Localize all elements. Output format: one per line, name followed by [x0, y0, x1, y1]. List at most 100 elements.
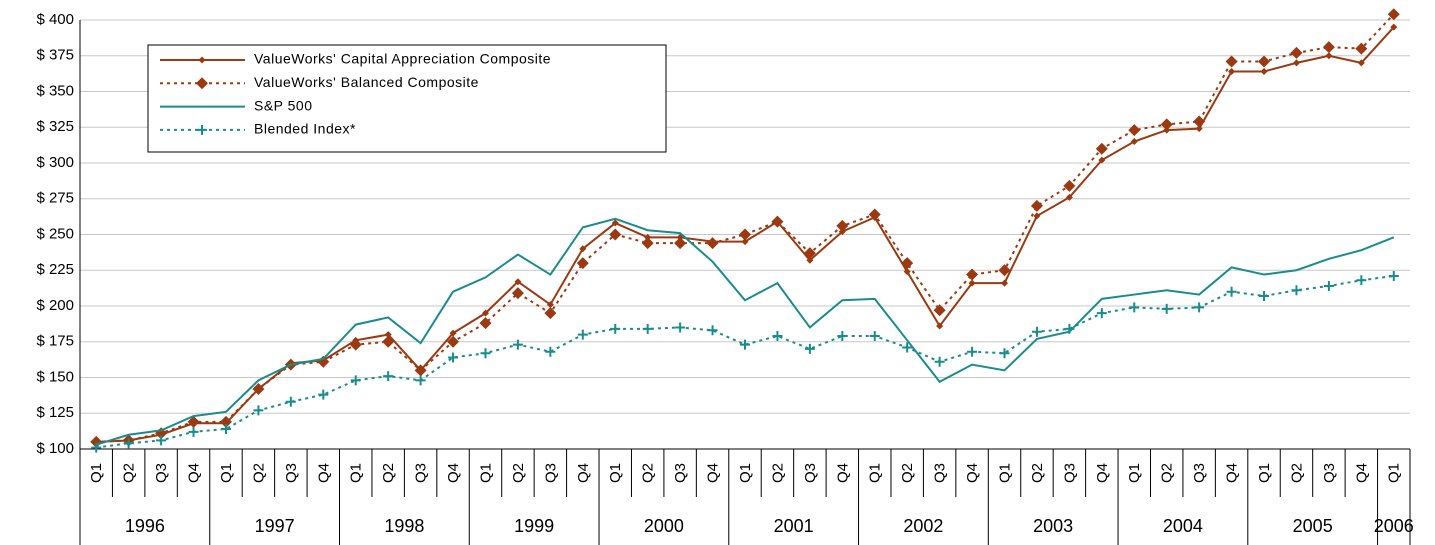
y-tick-label: $ 175	[36, 333, 74, 350]
point	[740, 339, 750, 350]
point	[1226, 286, 1237, 297]
point	[481, 309, 489, 317]
x-tick-label: Q2	[250, 463, 267, 483]
point	[546, 301, 554, 309]
point	[836, 219, 849, 232]
point	[384, 331, 392, 339]
point	[772, 331, 783, 342]
point	[545, 346, 556, 357]
x-tick-label: Q2	[510, 463, 527, 483]
point	[1098, 156, 1106, 164]
x-tick-label: Q4	[445, 463, 462, 483]
y-tick-label: $ 350	[36, 82, 74, 99]
y-tick-label: $ 200	[36, 297, 74, 314]
point	[479, 317, 492, 330]
point	[579, 245, 587, 253]
point	[966, 268, 979, 281]
year-label: 2005	[1293, 516, 1333, 536]
y-tick-label: $ 100	[36, 440, 74, 457]
point	[1096, 308, 1107, 319]
point	[967, 346, 978, 357]
point	[803, 247, 816, 260]
y-tick-label: $ 300	[36, 154, 74, 171]
point	[544, 307, 557, 320]
point	[512, 339, 523, 350]
point	[611, 219, 619, 227]
x-tick-label: Q1	[996, 463, 1013, 483]
point	[934, 356, 945, 367]
point	[220, 423, 231, 434]
point	[1095, 142, 1108, 155]
x-tick-label: Q4	[705, 463, 722, 483]
point	[382, 335, 395, 348]
point	[609, 228, 622, 241]
x-tick-label: Q1	[218, 463, 235, 483]
point	[968, 279, 976, 287]
point	[383, 371, 394, 382]
point	[1225, 55, 1238, 68]
point	[1357, 59, 1365, 67]
y-tick-label: $ 125	[36, 404, 74, 421]
point	[1228, 67, 1236, 75]
year-label: 1999	[514, 516, 554, 536]
point	[1322, 41, 1335, 54]
x-tick-label: Q1	[1126, 463, 1143, 483]
point	[1292, 59, 1300, 67]
point	[741, 238, 749, 246]
point	[1258, 55, 1271, 68]
x-tick-label: Q1	[1386, 463, 1403, 483]
point	[480, 348, 491, 359]
point	[318, 389, 329, 400]
point	[903, 268, 911, 276]
point	[869, 331, 880, 342]
x-tick-label: Q4	[964, 463, 981, 483]
x-tick-label: Q2	[1159, 463, 1176, 483]
point	[1129, 302, 1140, 313]
point	[514, 278, 522, 286]
point	[1001, 279, 1009, 287]
point	[1355, 42, 1368, 55]
year-label: 2006	[1374, 516, 1414, 536]
point	[188, 426, 199, 437]
point	[1128, 124, 1141, 137]
point	[1033, 212, 1041, 220]
x-tick-label: Q1	[737, 463, 754, 483]
point	[90, 435, 103, 448]
y-tick-label: $ 250	[36, 225, 74, 242]
x-tick-label: Q2	[899, 463, 916, 483]
x-tick-label: Q4	[575, 463, 592, 483]
x-tick-label: Q1	[348, 463, 365, 483]
x-tick-label: Q3	[1061, 463, 1078, 483]
x-tick-label: Q1	[477, 463, 494, 483]
x-tick-label: Q4	[186, 463, 203, 483]
point	[449, 329, 457, 337]
point	[577, 329, 588, 340]
point	[511, 287, 524, 300]
year-label: 2002	[903, 516, 943, 536]
point	[1130, 138, 1138, 146]
x-tick-label: Q3	[1321, 463, 1338, 483]
point	[350, 375, 361, 386]
point	[868, 208, 881, 221]
year-label: 1997	[255, 516, 295, 536]
point	[902, 342, 913, 353]
point	[739, 228, 751, 241]
point	[187, 415, 200, 428]
x-tick-label: Q2	[380, 463, 397, 483]
x-tick-label: Q3	[672, 463, 689, 483]
point	[806, 256, 814, 264]
point	[576, 257, 589, 270]
point	[1194, 302, 1205, 313]
point	[219, 415, 232, 428]
point	[642, 323, 653, 334]
point	[1260, 67, 1268, 75]
point	[936, 322, 944, 330]
x-tick-label: Q1	[607, 463, 624, 483]
point	[1325, 52, 1333, 60]
point	[448, 352, 459, 363]
point	[1161, 303, 1172, 314]
point	[91, 442, 102, 453]
year-label: 1996	[125, 516, 165, 536]
year-label: 2001	[774, 516, 814, 536]
